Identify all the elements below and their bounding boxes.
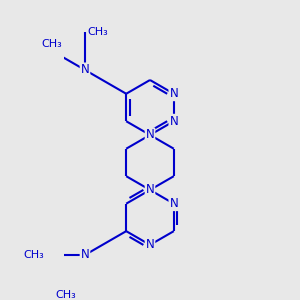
Text: N: N [146, 128, 154, 142]
Text: CH₃: CH₃ [42, 38, 62, 49]
Text: CH₃: CH₃ [87, 27, 108, 37]
Text: N: N [146, 183, 154, 196]
Text: N: N [169, 115, 178, 128]
Text: N: N [81, 248, 89, 262]
Text: N: N [81, 64, 89, 76]
Text: CH₃: CH₃ [24, 250, 44, 260]
Text: N: N [169, 87, 178, 100]
Text: N: N [169, 197, 178, 210]
Text: CH₃: CH₃ [56, 290, 76, 300]
Text: N: N [146, 238, 154, 251]
